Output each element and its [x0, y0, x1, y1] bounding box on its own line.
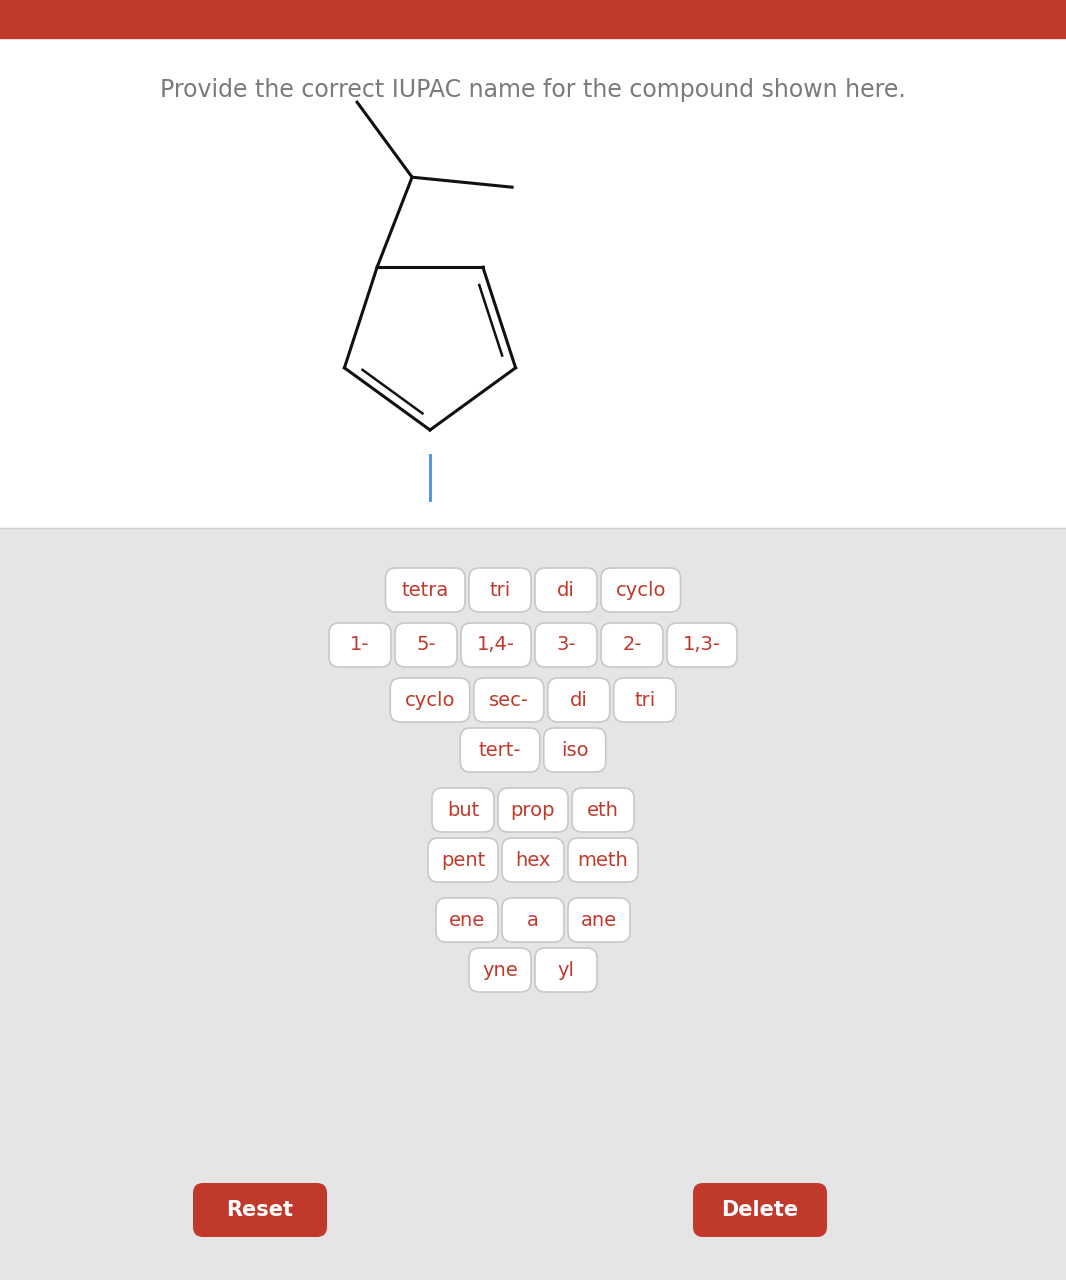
FancyBboxPatch shape	[193, 1183, 327, 1236]
Text: sec-: sec-	[488, 690, 529, 709]
Text: tri: tri	[489, 581, 511, 599]
FancyBboxPatch shape	[469, 948, 531, 992]
Text: iso: iso	[561, 741, 588, 759]
Bar	[0, 38, 1066, 527]
FancyBboxPatch shape	[693, 1183, 827, 1236]
Bar	[0, 0, 1066, 38]
Text: meth: meth	[578, 850, 628, 869]
FancyBboxPatch shape	[502, 899, 564, 942]
FancyBboxPatch shape	[498, 788, 568, 832]
Text: ene: ene	[449, 910, 485, 929]
Text: yl: yl	[558, 960, 575, 979]
FancyBboxPatch shape	[395, 623, 457, 667]
Text: a: a	[527, 910, 539, 929]
Text: 2-: 2-	[623, 635, 642, 654]
Text: 1,3-: 1,3-	[683, 635, 721, 654]
Text: tri: tri	[634, 690, 656, 709]
FancyBboxPatch shape	[473, 678, 544, 722]
FancyBboxPatch shape	[614, 678, 676, 722]
FancyBboxPatch shape	[568, 899, 630, 942]
Text: di: di	[570, 690, 587, 709]
Text: 3-: 3-	[556, 635, 576, 654]
FancyBboxPatch shape	[461, 728, 539, 772]
Text: di: di	[558, 581, 575, 599]
Text: yne: yne	[482, 960, 518, 979]
Text: cyclo: cyclo	[405, 690, 455, 709]
Text: cyclo: cyclo	[615, 581, 666, 599]
Text: ane: ane	[581, 910, 617, 929]
Text: prop: prop	[511, 800, 555, 819]
FancyBboxPatch shape	[568, 838, 637, 882]
Bar	[0, 527, 1066, 1280]
Text: Reset: Reset	[226, 1201, 293, 1220]
FancyBboxPatch shape	[432, 788, 494, 832]
FancyBboxPatch shape	[601, 568, 680, 612]
FancyBboxPatch shape	[469, 568, 531, 612]
Text: tetra: tetra	[402, 581, 449, 599]
FancyBboxPatch shape	[535, 568, 597, 612]
Text: tert-: tert-	[479, 741, 521, 759]
FancyBboxPatch shape	[544, 728, 605, 772]
Text: 1-: 1-	[351, 635, 370, 654]
FancyBboxPatch shape	[572, 788, 634, 832]
FancyBboxPatch shape	[548, 678, 610, 722]
Text: Provide the correct IUPAC name for the compound shown here.: Provide the correct IUPAC name for the c…	[160, 78, 906, 102]
Text: 5-: 5-	[416, 635, 436, 654]
FancyBboxPatch shape	[535, 948, 597, 992]
FancyBboxPatch shape	[667, 623, 737, 667]
FancyBboxPatch shape	[502, 838, 564, 882]
FancyBboxPatch shape	[461, 623, 531, 667]
FancyBboxPatch shape	[386, 568, 465, 612]
Text: pent: pent	[441, 850, 485, 869]
Text: but: but	[447, 800, 479, 819]
FancyBboxPatch shape	[429, 838, 498, 882]
FancyBboxPatch shape	[436, 899, 498, 942]
FancyBboxPatch shape	[601, 623, 663, 667]
Text: eth: eth	[587, 800, 619, 819]
FancyBboxPatch shape	[329, 623, 391, 667]
FancyBboxPatch shape	[535, 623, 597, 667]
Text: Delete: Delete	[722, 1201, 798, 1220]
Text: 1,4-: 1,4-	[477, 635, 515, 654]
Text: hex: hex	[515, 850, 551, 869]
FancyBboxPatch shape	[390, 678, 470, 722]
